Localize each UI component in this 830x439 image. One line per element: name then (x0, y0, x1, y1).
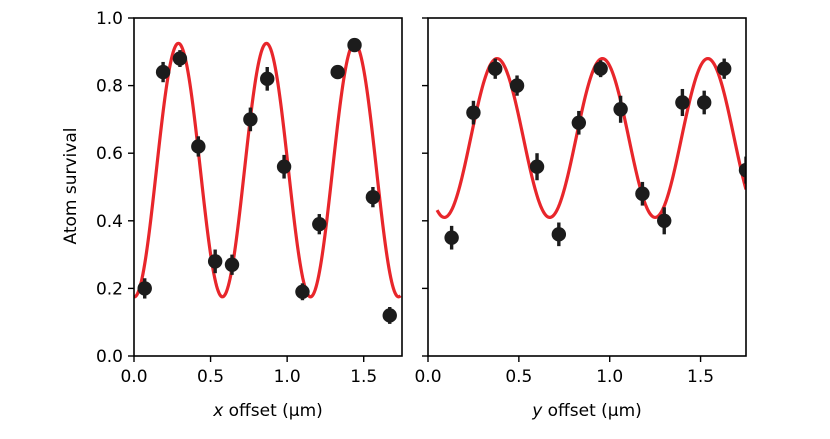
data-marker (571, 115, 587, 130)
x-tick-label: 1.5 (687, 367, 714, 387)
axes-frame (427, 17, 747, 357)
data-point (224, 254, 240, 275)
data-marker (675, 95, 690, 110)
x-tick-label: 1.0 (274, 367, 301, 387)
data-point (657, 207, 672, 235)
y-tick-label: 1.0 (96, 9, 123, 29)
data-marker (529, 159, 545, 174)
data-point (382, 306, 397, 324)
data-point (593, 60, 608, 78)
data-point (444, 225, 459, 250)
data-marker (613, 102, 628, 117)
x-tick-label: 1.0 (596, 367, 623, 387)
fit-curve (435, 56, 746, 220)
x-tick-label: 0.5 (505, 367, 532, 387)
data-point (697, 90, 712, 115)
y-tick-label: 0.8 (96, 77, 123, 97)
data-point (243, 107, 258, 132)
data-point (738, 156, 746, 184)
x-tick-label: 0.0 (414, 367, 441, 387)
y-axis-label: Atom survival (61, 128, 81, 245)
data-marker (224, 257, 240, 272)
data-point (295, 283, 310, 301)
data-point (191, 136, 206, 157)
data-marker (716, 61, 732, 76)
data-marker (466, 105, 481, 120)
data-point (571, 110, 587, 135)
data-point (529, 153, 545, 181)
data-marker (657, 213, 672, 228)
data-point (613, 95, 628, 123)
data-marker (382, 308, 397, 323)
data-marker (488, 61, 503, 76)
data-point (675, 88, 690, 117)
data-point (155, 61, 171, 83)
data-marker (137, 281, 152, 296)
data-marker (444, 230, 459, 245)
data-marker (509, 78, 525, 93)
plot-area (134, 37, 402, 324)
data-marker (295, 284, 310, 299)
data-point (172, 50, 188, 68)
panel-x-offset: Atom survival x offset (μm) 0.0 0.5 1.0 1.5… (61, 9, 403, 421)
x-tick-label: 1.5 (350, 367, 377, 387)
data-point (551, 222, 567, 247)
data-point (276, 154, 292, 179)
data-point (466, 100, 481, 125)
x-tick-label: 0.0 (120, 367, 147, 387)
data-marker (260, 71, 275, 87)
y-tick-label: 0.0 (96, 347, 123, 367)
data-marker (738, 162, 746, 178)
data-marker (593, 61, 608, 76)
data-marker (347, 37, 362, 53)
data-marker (697, 95, 712, 110)
y-tick-label: 0.4 (96, 212, 123, 232)
data-marker (276, 159, 292, 174)
y-tick-label: 0.6 (96, 144, 123, 164)
data-marker (243, 112, 258, 127)
data-point (137, 278, 152, 299)
data-marker (191, 139, 206, 154)
data-point (260, 67, 275, 91)
data-marker (312, 216, 327, 232)
data-point (509, 75, 525, 96)
data-point (207, 249, 223, 274)
data-point (635, 181, 650, 206)
data-point (365, 187, 381, 208)
axes-frame (133, 17, 403, 357)
panel-y-offset: y offset (μm) 0.0 0.5 1.0 1.5 (414, 17, 747, 421)
data-point (347, 37, 362, 53)
data-marker (155, 64, 171, 80)
data-point (330, 64, 345, 80)
x-axis-label: x offset (μm) (212, 401, 323, 421)
data-marker (207, 254, 223, 269)
data-marker (330, 64, 345, 80)
x-axis-label: y offset (μm) (531, 401, 642, 421)
data-marker (365, 189, 381, 205)
data-marker (635, 186, 650, 201)
y-tick-label: 0.2 (96, 279, 123, 299)
data-point (716, 58, 732, 79)
data-point (488, 58, 503, 79)
data-marker (551, 227, 567, 242)
data-point (312, 214, 327, 235)
plot-area (435, 56, 746, 250)
data-marker (172, 51, 188, 66)
x-tick-label: 0.5 (197, 367, 224, 387)
